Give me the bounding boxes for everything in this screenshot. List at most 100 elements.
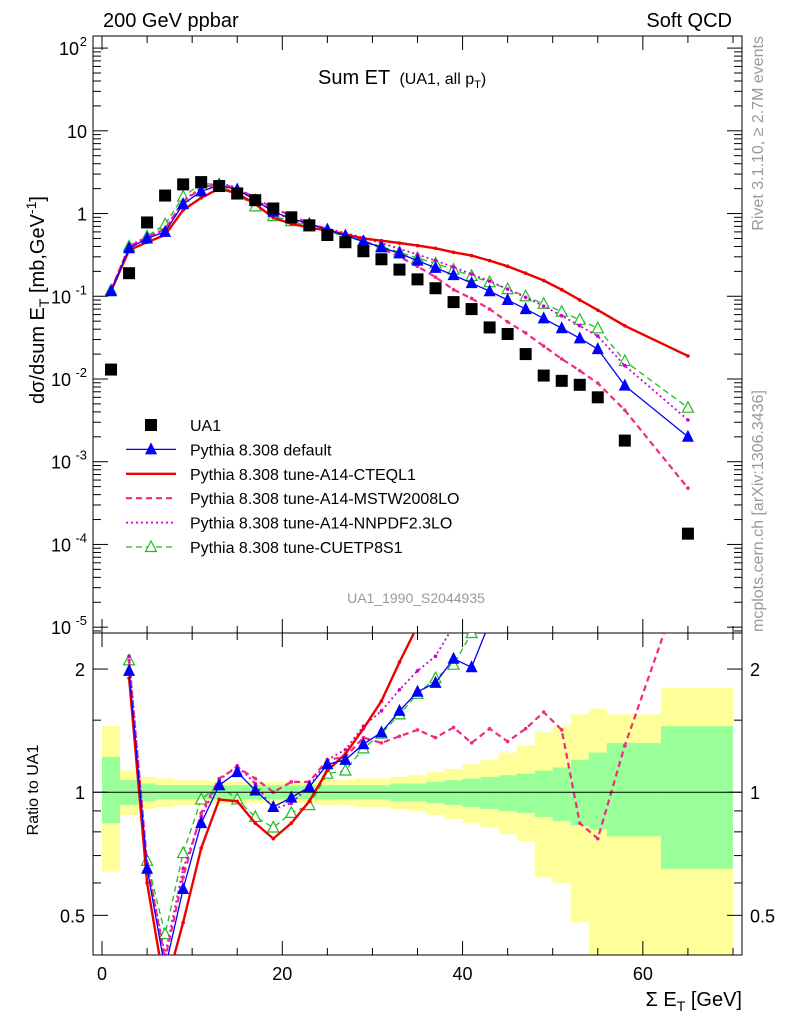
outer-band-segment — [588, 708, 607, 955]
top-green-point — [591, 321, 605, 334]
ratio-blue-point — [177, 881, 190, 894]
top-y-tick-label: 10 — [59, 39, 79, 59]
top-data-point — [555, 374, 568, 387]
top-magenta-point — [433, 258, 438, 263]
top-red-point — [577, 298, 582, 302]
top-pink-line — [109, 182, 689, 489]
inner-band-segment — [660, 726, 733, 869]
ratio-blue-point — [213, 778, 226, 791]
top-y-tick-label: 10 — [67, 122, 87, 142]
top-red-point — [623, 323, 627, 328]
top-magenta-point — [686, 418, 690, 422]
x-tick-label: 40 — [453, 964, 473, 984]
top-data-point — [231, 187, 244, 200]
top-y-tick-label: 1 — [77, 205, 87, 225]
top-data-point — [249, 194, 262, 207]
top-y-tick-label: 10 — [51, 287, 71, 307]
ratio-magenta-point — [397, 687, 402, 692]
inner-band-segment — [498, 775, 517, 811]
top-magenta-point — [559, 314, 564, 318]
top-blue-point — [375, 240, 388, 253]
ratio-red-point — [307, 799, 312, 804]
ratio-red-point — [361, 726, 366, 731]
top-pink-point — [469, 296, 474, 301]
ratio-green-point — [158, 926, 172, 940]
plot-title: Sum ET (UA1, all pT) — [318, 67, 486, 91]
x-tick-label: 0 — [97, 964, 107, 984]
ratio-magenta-point — [452, 624, 456, 628]
top-blue-point — [519, 302, 532, 315]
ratio-red-point — [217, 797, 221, 802]
ratio-blue-point — [429, 675, 442, 688]
top-y-axis-label: dσ/dsum ET [mb,GeV-1] — [23, 196, 52, 404]
top-blue-point — [357, 234, 370, 247]
top-green-point — [573, 312, 587, 325]
ratio-blue-point — [339, 752, 352, 765]
x-axis-label-a: Σ E — [645, 989, 676, 1011]
plot-title-sub: (UA1, all p — [399, 71, 474, 88]
top-red-point — [469, 253, 474, 258]
top-y-axis-label-c: ] — [27, 196, 49, 202]
ratio-green-point — [194, 792, 208, 805]
top-magenta-point — [623, 363, 627, 368]
top-green-point — [681, 400, 695, 413]
top-y-axis-label-sup: -1 — [23, 201, 39, 214]
ratio-y-axis-label: Ratio to UA1 — [25, 745, 42, 836]
top-data-point — [519, 348, 532, 361]
ratio-magenta-point — [127, 654, 131, 659]
ratio-blue-point — [123, 663, 136, 676]
top-blue-point — [123, 241, 136, 254]
header-right: Soft QCD — [646, 10, 732, 32]
top-red-point — [181, 208, 185, 212]
top-pink-point — [433, 275, 438, 279]
top-data-point — [681, 527, 694, 540]
top-blue-point — [537, 311, 550, 324]
legend-label: Pythia 8.308 default — [190, 442, 332, 459]
inner-band-segment — [534, 770, 553, 817]
legend-marker — [145, 442, 157, 455]
ratio-pink-point — [379, 741, 384, 745]
top-y-tick-exponent: -1 — [75, 282, 87, 297]
top-red-point — [559, 287, 564, 292]
ratio-magenta-point — [433, 654, 438, 659]
top-data-point — [267, 202, 280, 215]
top-red-line — [109, 187, 689, 357]
legend-label: Pythia 8.308 tune-A14-NNPDF2.3LO — [190, 516, 452, 533]
top-pink-point — [523, 331, 528, 335]
ratio-blue-point — [159, 962, 171, 974]
ratio-pink-point — [397, 734, 402, 739]
ratio-pink-point — [199, 811, 203, 815]
top-blue-point — [618, 378, 631, 391]
top-pink-point — [541, 344, 546, 348]
ratio-red-point — [325, 768, 330, 773]
inner-band-segment — [552, 767, 571, 822]
ratio-red-point — [235, 799, 240, 804]
top-data-point — [123, 267, 136, 280]
top-data-point — [483, 321, 496, 334]
inner-band-segment — [606, 742, 661, 837]
ratio-blue-point — [285, 790, 298, 803]
top-data-point — [375, 253, 388, 266]
legend: UA1 Pythia 8.308 default Pythia 8.308 tune… — [126, 418, 459, 557]
top-y-tick-exponent: -4 — [75, 530, 87, 545]
top-blue-point — [393, 246, 406, 259]
ratio-blue-point — [411, 684, 424, 697]
top-data-point — [465, 303, 478, 316]
top-data-point — [177, 178, 190, 191]
top-y-tick-label: 10 — [51, 370, 71, 390]
ratio-magenta-point — [343, 747, 348, 752]
top-magenta-point — [523, 295, 528, 300]
ratio-blue-point — [231, 765, 244, 778]
ratio-y-tick-label-right: 2 — [750, 660, 760, 680]
legend-label: Pythia 8.308 tune-CUETP8S1 — [190, 540, 403, 557]
top-pink-point — [686, 486, 690, 490]
top-pink-point — [505, 320, 510, 324]
top-data-point — [501, 327, 514, 340]
top-red-point — [541, 278, 546, 283]
inner-band-segment — [462, 778, 481, 808]
ratio-blue-point — [484, 615, 496, 627]
top-data-point — [285, 211, 298, 224]
ratio-blue-point — [447, 651, 460, 664]
top-magenta-line — [110, 181, 689, 421]
ratio-pink-point — [686, 563, 690, 567]
